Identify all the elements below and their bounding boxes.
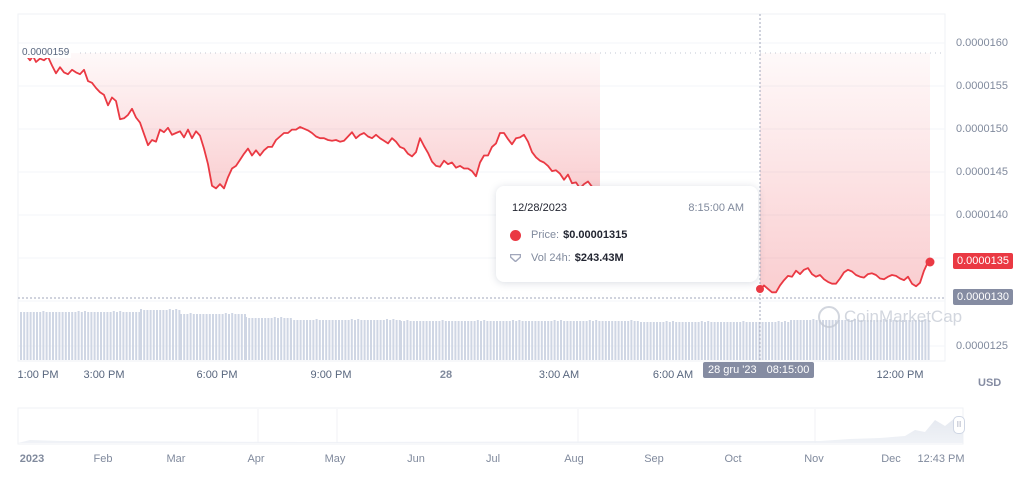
navigator-tick: May — [324, 453, 346, 465]
x-tick: 3:00 PM — [83, 369, 125, 381]
price-area-after — [760, 53, 930, 293]
cursor-price-badge: 0.0000130 — [953, 289, 1013, 305]
navigator-tick: Feb — [93, 453, 113, 465]
crosshair-date-badge: 28 gru '23 08:15:00 — [703, 362, 815, 378]
tooltip-volume-value: $243.43M — [574, 252, 624, 264]
x-tick: 1:00 PM — [17, 369, 59, 381]
price-line-after — [759, 260, 931, 294]
currency-label: USD — [978, 377, 1002, 389]
cursor-point — [756, 285, 764, 293]
navigator-tick: Dec — [881, 453, 901, 465]
chart-frame — [17, 13, 946, 362]
tooltip-date: 12/28/2023 — [512, 202, 568, 214]
tooltip-price-label: Price: — [531, 229, 560, 241]
navigator-tick: Jun — [407, 453, 425, 465]
max-price-label: 0.0000159 — [22, 47, 72, 58]
tooltip-volume-label: Vol 24h: — [531, 252, 571, 264]
crosshair-date: 28 gru '23 — [708, 364, 757, 376]
chart-tooltip: 12/28/2023 8:15:00 AM Price: $0.00001315… — [496, 186, 758, 282]
navigator-area — [18, 418, 963, 443]
volume-bars — [20, 309, 930, 360]
navigator-tick: Sep — [644, 453, 664, 465]
price-dot-icon — [510, 229, 521, 241]
x-tick: 28 — [439, 369, 453, 381]
y-tick: 0.0000150 — [956, 123, 1008, 135]
navigator-tick: Mar — [166, 453, 186, 465]
volume-icon — [510, 254, 521, 262]
navigator-tick: 12:43 PM — [917, 453, 965, 465]
navigator-tick: Jul — [485, 453, 501, 465]
tooltip-time: 8:15:00 AM — [688, 202, 744, 214]
x-tick: 6:00 PM — [196, 369, 238, 381]
crosshair-time: 08:15:00 — [766, 364, 810, 376]
navigator-tick: Nov — [804, 453, 824, 465]
y-tick: 0.0000125 — [956, 340, 1008, 352]
y-tick: 0.0000155 — [956, 80, 1008, 92]
tooltip-price-value: $0.00001315 — [563, 229, 628, 241]
price-line — [25, 54, 601, 195]
x-tick: 6:00 AM — [652, 369, 694, 381]
coinmarketcap-watermark: CoinMarketCap — [818, 306, 962, 328]
y-tick: 0.0000160 — [956, 37, 1008, 49]
navigator-drag-handle[interactable]: II — [953, 416, 965, 434]
x-tick: 3:00 AM — [538, 369, 580, 381]
navigator-frame — [17, 407, 964, 445]
watermark-text: CoinMarketCap — [844, 307, 963, 326]
x-tick: 12:00 PM — [876, 369, 924, 381]
navigator-tick: 2023 — [19, 453, 45, 465]
coinmarketcap-logo-icon — [818, 306, 840, 328]
y-tick: 0.0000145 — [956, 166, 1008, 178]
x-tick: 9:00 PM — [310, 369, 352, 381]
y-tick: 0.0000140 — [956, 209, 1008, 221]
current-price-badge: 0.0000135 — [953, 253, 1013, 269]
tooltip-volume-row: Vol 24h: $243.43M — [510, 252, 624, 264]
navigator-tick: Oct — [724, 453, 742, 465]
tooltip-price-row: Price: $0.00001315 — [510, 229, 627, 241]
current-price-point — [925, 257, 935, 267]
price-area — [26, 53, 600, 194]
navigator-tick: Apr — [247, 453, 265, 465]
navigator-tick: Aug — [564, 453, 584, 465]
